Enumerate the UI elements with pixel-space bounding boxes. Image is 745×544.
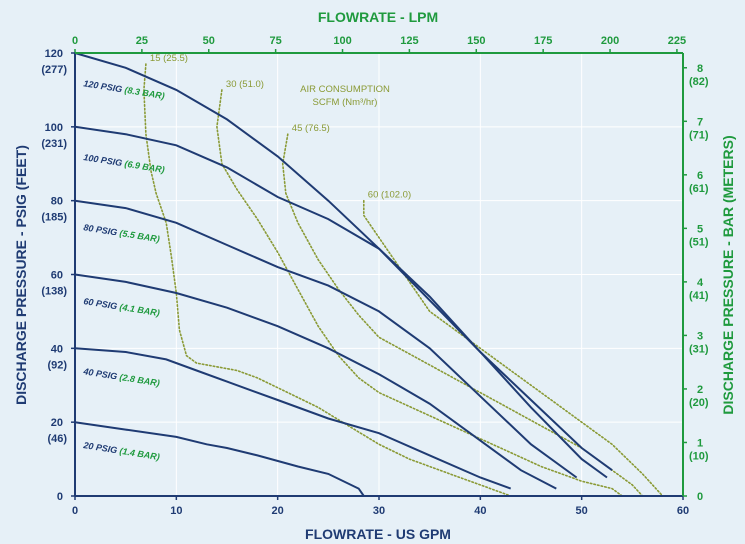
y-tick-sublabel-5: (231)	[41, 138, 67, 150]
air-consumption-title-line-2: SCFM (Nm³/hr)	[313, 97, 378, 108]
y-tick-label-1: 20	[51, 417, 63, 429]
y2-tick-sublabel-8: (82)	[689, 76, 709, 88]
air-curve-0	[143, 63, 512, 497]
air-curve-label-1: 30 (51.0)	[226, 79, 264, 90]
y-axis-title: DISCHARGE PRESSURE - PSIG (FEET)	[13, 145, 29, 405]
y-tick-sublabel-2: (92)	[47, 359, 67, 371]
performance-curves	[74, 52, 613, 497]
y2-tick-sublabel-7: (71)	[689, 129, 709, 141]
x-tick-label-0: 0	[72, 505, 78, 517]
x-tick-label-5: 50	[576, 505, 588, 517]
y2-tick-sublabel-3: (31)	[689, 343, 709, 355]
air-curve-1	[216, 89, 623, 497]
y2-tick-label-3: 3	[697, 330, 703, 342]
axes	[71, 49, 687, 500]
y-tick-label-0: 0	[57, 491, 63, 503]
y2-axis-title: DISCHARGE PRESSURE - BAR (METERS)	[720, 135, 736, 414]
performance-curve-5	[74, 421, 365, 497]
x2-tick-label-3: 75	[270, 35, 282, 47]
performance-curve-1	[74, 125, 608, 479]
y2-tick-label-6: 6	[697, 170, 703, 182]
x-tick-label-3: 30	[373, 505, 385, 517]
y-tick-label-6: 120	[45, 48, 63, 60]
air-curve-label-3: 60 (102.0)	[368, 190, 411, 201]
x2-tick-label-4: 100	[333, 35, 351, 47]
y2-tick-sublabel-1: (10)	[689, 450, 709, 462]
performance-curve-2	[74, 199, 578, 479]
x2-tick-label-2: 50	[203, 35, 215, 47]
x2-tick-label-7: 175	[534, 35, 552, 47]
x2-tick-label-5: 125	[400, 35, 418, 47]
y2-tick-sublabel-6: (61)	[689, 183, 709, 195]
x2-tick-label-9: 225	[668, 35, 686, 47]
y2-tick-sublabel-2: (20)	[689, 397, 709, 409]
y-tick-sublabel-1: (46)	[47, 433, 67, 445]
y-tick-sublabel-3: (138)	[41, 286, 67, 298]
performance-curve-0	[74, 52, 613, 472]
x-tick-label-2: 20	[272, 505, 284, 517]
x2-tick-label-6: 150	[467, 35, 485, 47]
x-axis-title: FLOWRATE - US GPM	[305, 526, 451, 542]
y-tick-sublabel-4: (185)	[41, 212, 67, 224]
x-tick-label-1: 10	[170, 505, 182, 517]
y2-tick-sublabel-4: (41)	[689, 290, 709, 302]
air-curve-3	[363, 199, 664, 497]
y-tick-sublabel-6: (277)	[41, 64, 67, 76]
x2-tick-label-0: 0	[72, 35, 78, 47]
x-tick-label-6: 60	[677, 505, 689, 517]
x-tick-label-4: 40	[474, 505, 486, 517]
y2-tick-label-2: 2	[697, 384, 703, 396]
y2-tick-label-7: 7	[697, 116, 703, 128]
x2-tick-label-1: 25	[136, 35, 148, 47]
y2-tick-label-1: 1	[697, 437, 703, 449]
x2-tick-label-8: 200	[601, 35, 619, 47]
y-tick-label-3: 60	[51, 270, 63, 282]
y-tick-label-2: 40	[51, 343, 63, 355]
y2-tick-label-5: 5	[697, 223, 703, 235]
y2-tick-label-4: 4	[697, 277, 704, 289]
y-tick-label-5: 100	[45, 122, 63, 134]
performance-curve-3	[74, 273, 557, 490]
air-consumption-title-line-1: AIR CONSUMPTION	[300, 84, 390, 95]
x2-axis-title: FLOWRATE - LPM	[318, 9, 438, 25]
air-curve-label-0: 15 (25.5)	[150, 53, 188, 64]
performance-curve-4	[74, 347, 512, 490]
y2-tick-label-8: 8	[697, 63, 703, 75]
y2-tick-sublabel-5: (51)	[689, 236, 709, 248]
y-tick-label-4: 80	[51, 196, 63, 208]
y2-tick-label-0: 0	[697, 491, 703, 503]
air-curve-label-2: 45 (76.5)	[292, 123, 330, 134]
